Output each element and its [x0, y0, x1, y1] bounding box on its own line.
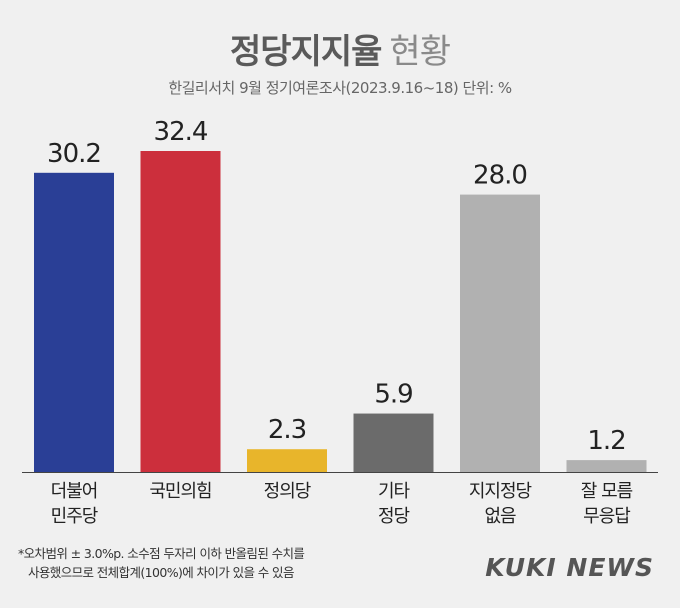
category-label: 더불어 [51, 481, 98, 502]
title-sub: 현황 [389, 32, 451, 72]
footnote-line: 사용했으므로 전체합계(100%)에 차이가 있을 수 있음 [28, 565, 294, 580]
footnote-line: *오차범위 ± 3.0%p. 소수점 두자리 이하 반올림된 수치를 [18, 546, 305, 561]
bar-value-label: 5.9 [374, 380, 412, 410]
chart-title: 정당지지율 현황 [0, 24, 680, 73]
bar-value-label: 32.4 [154, 117, 208, 147]
bar [34, 172, 114, 472]
bar [247, 449, 327, 472]
category-label: 정당 [378, 506, 410, 527]
category-label: 지지정당 [469, 481, 532, 502]
chart-subtitle: 한길리서치 9월 정기여론조사(2023.9.16~18) 단위: % [168, 79, 512, 97]
category-label: 기타 [378, 481, 411, 502]
bar-value-label: 2.3 [268, 415, 306, 445]
bar-value-label: 28.0 [473, 161, 527, 191]
bar-value-label: 1.2 [587, 426, 625, 456]
kuki-news-logo: KUKI NEWS [485, 553, 654, 582]
category-label: 없음 [484, 506, 516, 527]
category-label: 민주당 [51, 506, 98, 527]
bar-value-label: 30.2 [47, 139, 101, 169]
bar [353, 413, 434, 472]
category-label: 무응답 [583, 506, 630, 527]
bar [566, 460, 647, 472]
category-label: 정의당 [264, 481, 311, 502]
bar [460, 194, 540, 472]
bar [140, 151, 221, 472]
footnote: *오차범위 ± 3.0%p. 소수점 두자리 이하 반올림된 수치를 사용했으므… [18, 544, 305, 582]
category-label: 잘 모름 [581, 481, 633, 502]
title-main: 정당지지율 [230, 32, 382, 72]
category-label: 국민의힘 [149, 481, 211, 502]
